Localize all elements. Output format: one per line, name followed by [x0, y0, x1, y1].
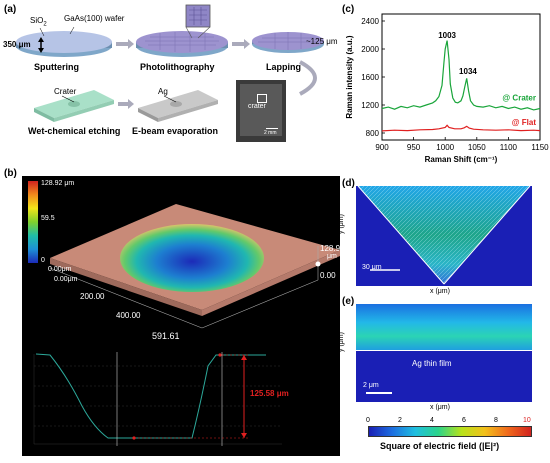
crater-3d-surface: [49, 204, 340, 329]
field-map-crater: [356, 186, 532, 286]
height-colorbar: [28, 181, 38, 263]
depth-annotation: 125.58 μm: [250, 389, 289, 398]
step-photolithography: Photolithography: [140, 62, 215, 72]
peak-label-1003: 1003: [438, 31, 456, 40]
slab-ag-evaporation: [138, 90, 218, 122]
panel-d-label: (d): [342, 178, 355, 189]
x-tick-label: 900: [375, 143, 389, 152]
wafer-photolithography: [136, 4, 228, 57]
y-tick-label: 1600: [361, 73, 379, 82]
x-tick-label: 1150: [531, 143, 549, 152]
slab-wet-etching: [34, 90, 114, 122]
y-tick-label: 800: [366, 129, 380, 138]
x-axis-label: Raman Shift (cm⁻¹): [425, 155, 498, 164]
legend-crater: @ Crater: [502, 93, 536, 102]
legend-flat: @ Flat: [512, 118, 537, 127]
panel-e-label: (e): [342, 296, 355, 307]
y-tick-label: 2000: [361, 45, 379, 54]
x-tick-label: 1050: [468, 143, 486, 152]
peak-label-1034: 1034: [459, 67, 477, 76]
y-tick-label: 1200: [361, 101, 379, 110]
panel-c-label: (c): [342, 4, 355, 15]
lapped-thickness-label: ~125 μm: [306, 37, 338, 46]
fabrication-flow-diagram: [16, 4, 324, 122]
step-ebeam: E-beam evaporation: [132, 126, 219, 136]
crater-label: Crater: [54, 87, 77, 96]
field-map-flat: [356, 304, 532, 402]
x-tick-label: 1000: [436, 143, 454, 152]
sample-photo: crater 2 mm: [236, 80, 286, 142]
series-line-crater: [381, 40, 541, 111]
thickness-label: 350 μm: [3, 40, 31, 49]
wafer-lapping: [252, 32, 324, 53]
depth-profile-trace: [33, 352, 282, 446]
sio2-label: SiO2: [30, 16, 47, 28]
y-axis-label: Raman intensity (a.u.): [345, 35, 354, 118]
field-colorbar: [368, 426, 532, 437]
panel-a-label: (a): [4, 4, 17, 15]
raman-spectrum-chart: 900 950 1000 1050 1100 1150 800 1200 1600 2000 240…: [345, 13, 549, 164]
panel-b-label: (b): [4, 168, 17, 179]
step-wet-etching: Wet-chemical etching: [28, 126, 121, 136]
ag-label: Ag: [158, 87, 168, 96]
series-line-flat: [381, 124, 541, 132]
y-tick-label: 2400: [361, 17, 379, 26]
step-sputtering: Sputtering: [34, 62, 79, 72]
x-tick-label: 950: [407, 143, 421, 152]
x-tick-label: 1100: [500, 143, 518, 152]
wafer-label: GaAs(100) wafer: [64, 14, 125, 23]
step-lapping: Lapping: [266, 62, 301, 72]
